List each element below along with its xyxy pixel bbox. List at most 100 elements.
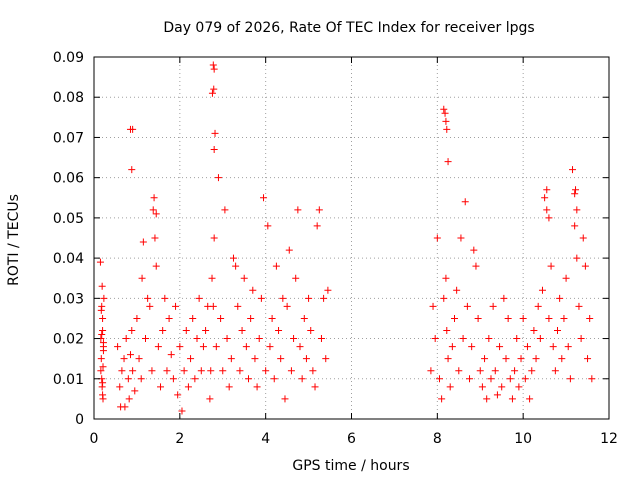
data-point: [99, 347, 107, 355]
data-point: [530, 327, 538, 335]
data-point: [193, 335, 201, 343]
data-point: [98, 331, 106, 339]
data-point: [571, 190, 579, 198]
data-point: [562, 274, 570, 282]
data-point: [133, 314, 141, 322]
data-point: [262, 367, 270, 375]
x-axis-ticks: 0 2 4 6 8 10 12: [90, 57, 618, 447]
data-point: [116, 383, 124, 391]
data-point: [210, 65, 218, 73]
data-point: [472, 262, 480, 270]
data-point: [225, 383, 233, 391]
data-point: [300, 314, 308, 322]
data-point: [122, 335, 130, 343]
data-point: [478, 383, 486, 391]
data-point: [277, 355, 285, 363]
data-point: [545, 314, 553, 322]
data-point: [150, 194, 158, 202]
data-point: [172, 302, 180, 310]
data-point: [114, 343, 122, 351]
data-point: [99, 379, 107, 387]
data-point: [442, 274, 450, 282]
data-point: [504, 314, 512, 322]
data-point: [149, 206, 157, 214]
data-point: [566, 375, 574, 383]
data-point: [142, 335, 149, 343]
data-point: [209, 302, 217, 310]
data-point: [214, 174, 222, 182]
data-points: [96, 61, 596, 415]
data-point: [249, 286, 257, 294]
data-point: [121, 403, 129, 411]
data-point: [457, 234, 465, 242]
data-point: [98, 282, 106, 290]
data-point: [554, 327, 561, 335]
data-point: [210, 234, 218, 242]
data-point: [502, 355, 510, 363]
data-point: [178, 407, 186, 415]
data-point: [268, 314, 276, 322]
data-point: [99, 339, 107, 347]
data-point: [187, 355, 195, 363]
data-point: [435, 375, 443, 383]
data-point: [157, 383, 165, 391]
data-point: [441, 109, 449, 117]
y-tick-label: 0.07: [53, 130, 84, 146]
y-tick-label: 0: [75, 412, 84, 428]
data-point: [429, 302, 437, 310]
data-point: [138, 274, 146, 282]
data-point: [461, 198, 469, 206]
data-point: [433, 234, 441, 242]
data-point: [292, 274, 300, 282]
data-point: [232, 262, 240, 270]
y-tick-label: 0.03: [53, 291, 84, 307]
data-point: [165, 314, 173, 322]
data-point: [199, 343, 207, 351]
data-point: [575, 302, 583, 310]
data-point: [551, 367, 559, 375]
data-point: [208, 89, 216, 97]
data-point: [440, 294, 448, 302]
data-point: [302, 355, 310, 363]
data-point: [491, 367, 499, 375]
data-point: [180, 367, 188, 375]
chart-title: Day 079 of 2026, Rate Of TEC Index for r…: [163, 20, 534, 36]
data-point: [152, 210, 160, 218]
data-point: [569, 166, 577, 174]
data-point: [255, 335, 263, 343]
data-point: [294, 206, 302, 214]
data-point: [311, 383, 319, 391]
data-point: [573, 254, 581, 262]
data-point: [118, 367, 126, 375]
data-point: [128, 166, 136, 174]
data-point: [242, 343, 250, 351]
data-point: [195, 294, 203, 302]
data-point: [519, 314, 527, 322]
data-point: [446, 383, 454, 391]
y-tick-label: 0.04: [53, 251, 84, 267]
data-point: [455, 367, 463, 375]
data-point: [489, 302, 497, 310]
y-tick-label: 0.01: [53, 372, 84, 388]
x-axis-title: GPS time / hours: [292, 458, 409, 474]
y-tick-label: 0.05: [53, 211, 84, 227]
data-point: [210, 146, 218, 154]
data-point: [126, 351, 134, 359]
data-point: [451, 314, 458, 322]
data-point: [247, 314, 255, 322]
data-point: [584, 355, 592, 363]
data-point: [560, 314, 568, 322]
data-point: [120, 355, 128, 363]
data-point: [211, 129, 219, 137]
data-point: [285, 246, 293, 254]
data-point: [234, 302, 242, 310]
data-point: [298, 375, 306, 383]
data-point: [543, 186, 551, 194]
data-point: [315, 206, 323, 214]
data-point: [532, 355, 540, 363]
data-point: [577, 335, 585, 343]
data-point: [515, 383, 523, 391]
data-point: [210, 85, 218, 93]
x-tick-label: 8: [433, 431, 442, 447]
data-point: [189, 314, 197, 322]
